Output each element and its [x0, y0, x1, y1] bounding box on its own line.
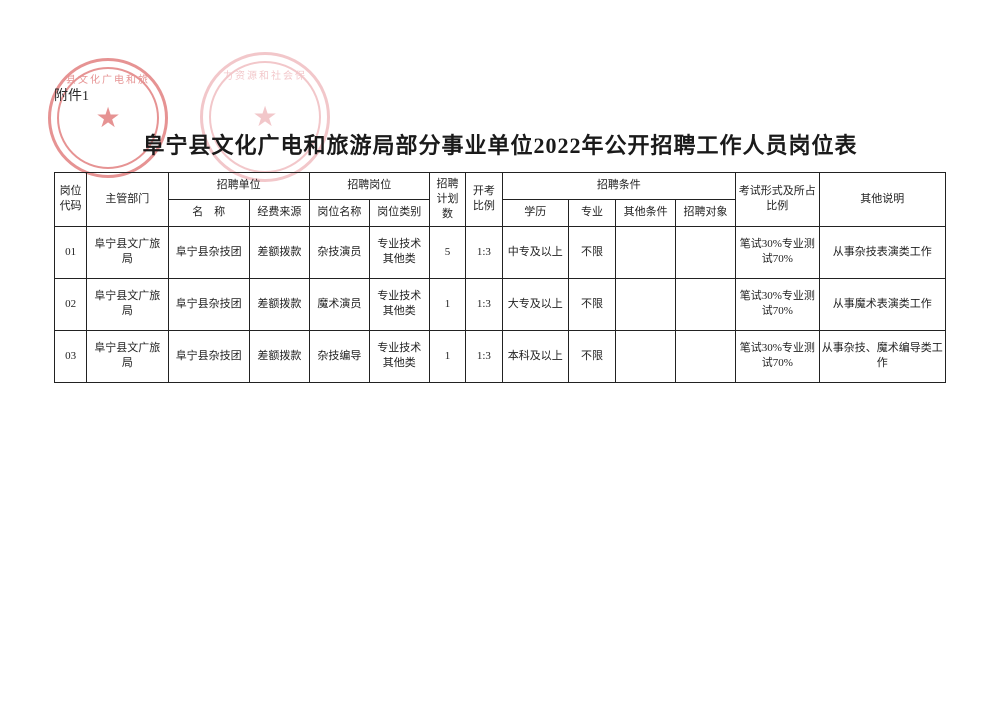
table-cell: 从事魔术表演类工作	[819, 278, 945, 330]
table-cell	[676, 278, 736, 330]
stamp-red-text: 县文化广电和旅	[51, 71, 165, 86]
table-cell: 差额拨款	[249, 330, 309, 382]
table-cell	[676, 226, 736, 278]
table-cell: 01	[55, 226, 87, 278]
th-unit-fund: 经费来源	[249, 199, 309, 226]
table-cell: 不限	[568, 226, 615, 278]
table-cell	[676, 330, 736, 382]
table-cell: 中专及以上	[502, 226, 568, 278]
th-post-group: 招聘岗位	[309, 173, 429, 200]
table-cell: 阜宁县文广旅局	[87, 330, 168, 382]
th-note: 其他说明	[819, 173, 945, 227]
table-cell: 杂技演员	[309, 226, 369, 278]
table-cell: 大专及以上	[502, 278, 568, 330]
th-unit-name: 名 称	[168, 199, 249, 226]
table-cell: 笔试30%专业测试70%	[736, 330, 820, 382]
th-plan: 招聘计划数	[429, 173, 465, 227]
table-cell: 本科及以上	[502, 330, 568, 382]
th-post-name: 岗位名称	[309, 199, 369, 226]
table-cell	[616, 330, 676, 382]
table-cell: 1:3	[466, 226, 502, 278]
th-cond-edu: 学历	[502, 199, 568, 226]
table-cell: 不限	[568, 278, 615, 330]
table-cell: 1	[429, 330, 465, 382]
table-cell: 02	[55, 278, 87, 330]
table-cell: 阜宁县杂技团	[168, 330, 249, 382]
recruitment-table: 岗位代码 主管部门 招聘单位 招聘岗位 招聘计划数 开考比例 招聘条件 考试形式…	[54, 172, 946, 383]
th-unit-group: 招聘单位	[168, 173, 309, 200]
table-cell: 阜宁县杂技团	[168, 226, 249, 278]
official-stamp-pink: 力资源和社会保 ★	[200, 52, 330, 182]
table-cell: 笔试30%专业测试70%	[736, 226, 820, 278]
page-title: 阜宁县文化广电和旅游局部分事业单位2022年公开招聘工作人员岗位表	[0, 128, 1000, 160]
stamp-pink-text: 力资源和社会保	[203, 67, 327, 82]
th-code: 岗位代码	[55, 173, 87, 227]
table-cell: 不限	[568, 330, 615, 382]
attachment-label: 附件1	[54, 85, 89, 105]
table-cell: 魔术演员	[309, 278, 369, 330]
th-dept: 主管部门	[87, 173, 168, 227]
table-cell: 1:3	[466, 278, 502, 330]
table-cell: 差额拨款	[249, 226, 309, 278]
table-cell: 1	[429, 278, 465, 330]
table-row: 02阜宁县文广旅局阜宁县杂技团差额拨款魔术演员专业技术其他类11:3大专及以上不…	[55, 278, 946, 330]
official-stamp-red: 县文化广电和旅 ★	[48, 58, 168, 178]
table-row: 03阜宁县文广旅局阜宁县杂技团差额拨款杂技编导专业技术其他类11:3本科及以上不…	[55, 330, 946, 382]
table-cell: 杂技编导	[309, 330, 369, 382]
th-cond-other: 其他条件	[616, 199, 676, 226]
th-ratio: 开考比例	[466, 173, 502, 227]
table-row: 01阜宁县文广旅局阜宁县杂技团差额拨款杂技演员专业技术其他类51:3中专及以上不…	[55, 226, 946, 278]
table-cell: 专业技术其他类	[369, 226, 429, 278]
th-exam: 考试形式及所占比例	[736, 173, 820, 227]
th-post-type: 岗位类别	[369, 199, 429, 226]
table-cell: 从事杂技、魔术编导类工作	[819, 330, 945, 382]
table-cell	[616, 278, 676, 330]
table-cell: 阜宁县文广旅局	[87, 226, 168, 278]
table-cell: 笔试30%专业测试70%	[736, 278, 820, 330]
table-cell: 03	[55, 330, 87, 382]
table-cell: 专业技术其他类	[369, 278, 429, 330]
table-cell: 阜宁县文广旅局	[87, 278, 168, 330]
table-cell: 专业技术其他类	[369, 330, 429, 382]
th-cond-major: 专业	[568, 199, 615, 226]
th-cond-target: 招聘对象	[676, 199, 736, 226]
table-cell: 差额拨款	[249, 278, 309, 330]
table-cell: 从事杂技表演类工作	[819, 226, 945, 278]
th-cond-group: 招聘条件	[502, 173, 735, 200]
table-cell	[616, 226, 676, 278]
table-cell: 阜宁县杂技团	[168, 278, 249, 330]
table-cell: 1:3	[466, 330, 502, 382]
table-cell: 5	[429, 226, 465, 278]
